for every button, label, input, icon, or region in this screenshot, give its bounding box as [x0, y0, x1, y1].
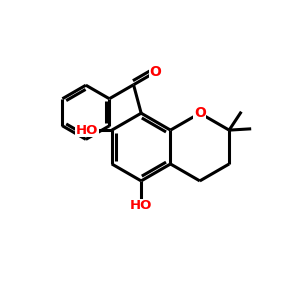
Text: O: O: [194, 106, 206, 120]
Text: HO: HO: [76, 124, 98, 136]
Text: O: O: [149, 64, 161, 79]
Text: HO: HO: [130, 200, 152, 212]
